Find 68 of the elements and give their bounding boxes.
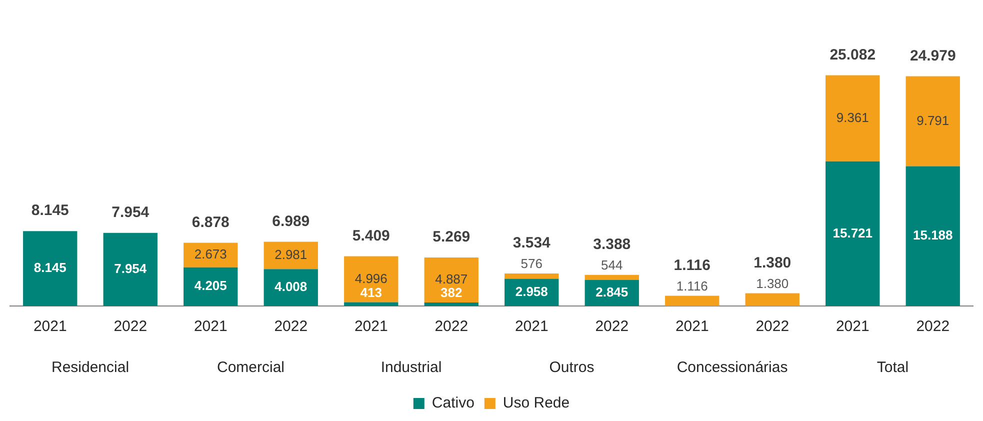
legend-label: Uso Rede bbox=[502, 394, 570, 412]
data-label: 4.008 bbox=[274, 279, 308, 294]
bar bbox=[264, 242, 318, 270]
total-label: 1.380 bbox=[756, 276, 789, 291]
x-tick-label: 2022 bbox=[916, 318, 950, 336]
data-label: 9.361 bbox=[836, 110, 869, 125]
data-label: 413 bbox=[360, 284, 382, 300]
data-label: 7.954 bbox=[114, 260, 148, 276]
total-label: 24.979 bbox=[910, 47, 956, 64]
text: Outros bbox=[549, 359, 594, 376]
total-label: 7.954 bbox=[112, 204, 150, 221]
bar bbox=[424, 302, 478, 306]
x-tick-label: 2021 bbox=[33, 318, 67, 336]
data-label: 1.116 bbox=[674, 256, 710, 274]
total-label: 25.082 bbox=[830, 46, 876, 64]
x-tick-label: 2022 bbox=[595, 318, 629, 336]
data-label: 2.958 bbox=[515, 284, 548, 299]
bar bbox=[826, 161, 880, 306]
bar bbox=[184, 267, 238, 306]
bar bbox=[665, 296, 720, 306]
bar bbox=[264, 269, 318, 306]
bar bbox=[504, 273, 559, 279]
bar bbox=[826, 75, 880, 162]
bar bbox=[584, 274, 639, 280]
total-label: 3.388 bbox=[593, 236, 631, 253]
bar bbox=[906, 166, 960, 306]
data-label: 4.887 bbox=[435, 272, 468, 287]
total-label: 6.878 bbox=[192, 214, 230, 231]
total-label: 6.989 bbox=[272, 212, 310, 230]
total-label: 8.145 bbox=[31, 202, 69, 220]
x-tick-label: 2021 bbox=[194, 318, 228, 336]
data-label: 15.721 bbox=[832, 225, 873, 240]
x-tick-label: 2022 bbox=[756, 318, 790, 336]
total-label: 5.409 bbox=[352, 227, 390, 244]
data-label: 1.380 bbox=[754, 254, 792, 272]
x-tick-label: 2022 bbox=[114, 318, 148, 336]
text: Industrial bbox=[380, 359, 442, 376]
x-tick-label: 2021 bbox=[675, 318, 709, 336]
text: Residencial bbox=[51, 359, 130, 376]
bar bbox=[906, 76, 960, 166]
bar bbox=[745, 293, 800, 306]
x-tick-label: 2021 bbox=[354, 318, 388, 336]
bar bbox=[344, 302, 398, 306]
bar bbox=[103, 232, 158, 306]
text: Concessionárias bbox=[676, 359, 788, 376]
data-label: 4.205 bbox=[194, 278, 227, 294]
data-label: 2.981 bbox=[274, 246, 308, 262]
x-tick-label: 2022 bbox=[434, 318, 468, 336]
total-label: 1.116 bbox=[676, 278, 708, 294]
bar bbox=[23, 231, 78, 306]
total-label: 5.269 bbox=[432, 228, 470, 246]
data-label: 9.791 bbox=[916, 112, 950, 128]
text: Total bbox=[876, 359, 909, 376]
text: Comercial bbox=[216, 359, 285, 376]
data-label: 15.188 bbox=[912, 228, 953, 243]
x-tick-label: 2021 bbox=[836, 318, 870, 336]
x-tick-label: 2022 bbox=[274, 318, 308, 336]
bar bbox=[184, 242, 238, 268]
data-label: 2.673 bbox=[194, 246, 227, 262]
legend-label: Cativo bbox=[432, 394, 474, 412]
data-label: 4.996 bbox=[354, 270, 388, 286]
data-label: 544 bbox=[601, 257, 623, 272]
total-label: 3.534 bbox=[512, 234, 552, 252]
x-tick-label: 2021 bbox=[514, 318, 548, 336]
data-label: 8.145 bbox=[34, 260, 66, 276]
data-label: 2.845 bbox=[596, 284, 628, 300]
data-label: 576 bbox=[520, 256, 542, 272]
data-label: 382 bbox=[440, 285, 462, 300]
